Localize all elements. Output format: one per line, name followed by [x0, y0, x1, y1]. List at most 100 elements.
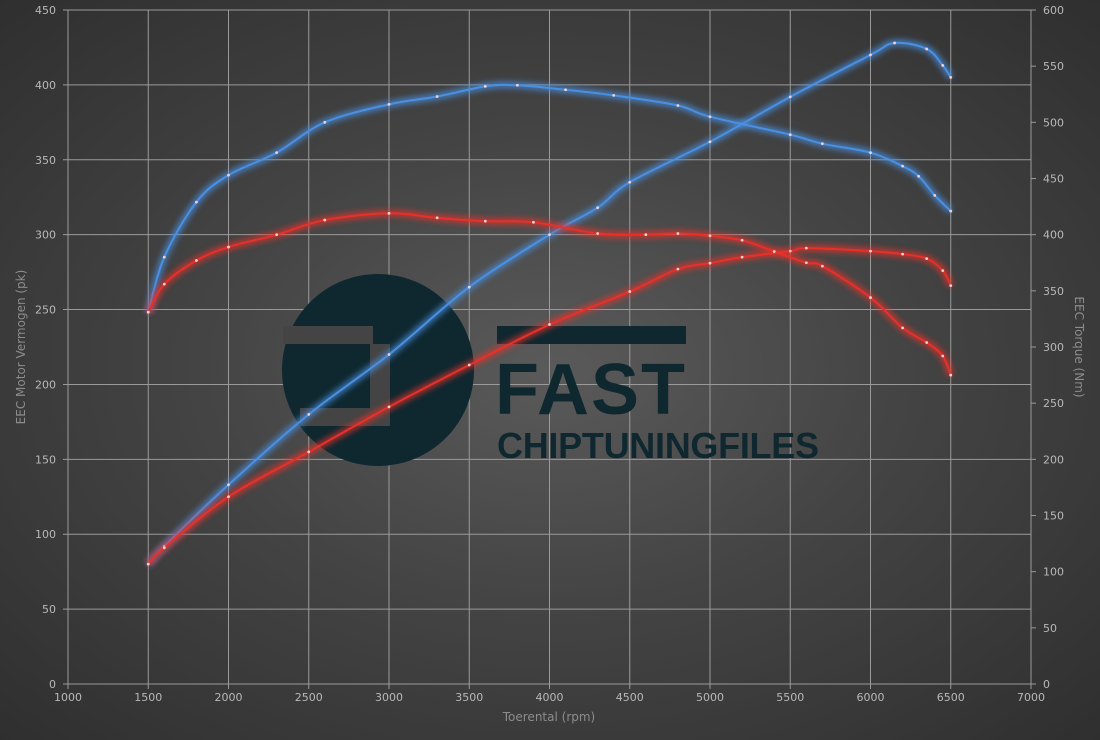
x-tick-label: 7000 [1017, 691, 1045, 704]
data-point [820, 264, 824, 268]
y2-tick-label: 300 [1043, 341, 1064, 354]
y2-tick-label: 450 [1043, 173, 1064, 186]
x-tick-label: 3500 [455, 691, 483, 704]
series-1-power [145, 244, 954, 567]
x-tick-label: 3000 [375, 691, 403, 704]
data-point [949, 76, 953, 79]
data-point [788, 133, 792, 137]
y2-tick-label: 550 [1043, 60, 1064, 73]
data-point [676, 104, 680, 107]
y2-tick-label: 350 [1043, 285, 1064, 298]
data-point [788, 249, 792, 253]
data-point [772, 250, 776, 253]
data-point [917, 174, 921, 178]
data-point [146, 310, 150, 314]
data-point [467, 285, 471, 289]
data-point [227, 245, 230, 249]
data-point [949, 284, 953, 287]
data-point [901, 326, 904, 330]
data-point [925, 47, 929, 51]
x-tick-label: 5500 [776, 691, 804, 704]
data-point [628, 180, 632, 184]
data-point [435, 95, 439, 98]
data-point [676, 267, 680, 271]
data-point [708, 261, 712, 265]
y-tick-label: 0 [49, 678, 56, 691]
data-point [804, 261, 808, 265]
data-point [933, 193, 937, 197]
y2-tick-label: 400 [1043, 229, 1064, 242]
data-point [195, 200, 198, 204]
data-point [949, 209, 953, 213]
series-line [147, 41, 952, 565]
series-3-torque [145, 209, 955, 377]
y-tick-label: 50 [42, 603, 56, 616]
y-tick-label: 100 [35, 528, 56, 541]
y2-tick-label: 100 [1043, 566, 1064, 579]
data-point [323, 218, 327, 222]
data-point [162, 282, 166, 286]
x-tick-label: 5000 [696, 691, 724, 704]
data-point [869, 249, 872, 253]
data-point [941, 64, 945, 67]
data-point [628, 290, 632, 293]
y2-tick-label: 600 [1043, 4, 1064, 17]
y-tick-label: 450 [35, 4, 56, 17]
data-point [387, 102, 391, 106]
data-point [941, 354, 945, 358]
data-point [307, 413, 311, 416]
y2-tick-label: 200 [1043, 453, 1064, 466]
data-point [323, 120, 327, 124]
y2-tick-label: 150 [1043, 510, 1064, 523]
data-point [387, 211, 391, 215]
data-point [596, 232, 600, 235]
y-tick-label: 250 [35, 304, 56, 317]
data-point [162, 255, 166, 259]
data-point [901, 164, 904, 168]
y-tick-label: 400 [35, 79, 56, 92]
data-point [804, 246, 808, 250]
data-point [564, 88, 567, 92]
x-tick-label: 6000 [857, 691, 885, 704]
data-point [596, 206, 600, 210]
data-point [941, 269, 945, 273]
data-point [612, 93, 616, 97]
y2-tick-label: 250 [1043, 397, 1064, 410]
svg-text:CHIPTUNINGFILES: CHIPTUNINGFILES [497, 425, 819, 466]
data-point [516, 83, 519, 87]
svg-text:FAST: FAST [495, 350, 685, 430]
data-point [901, 252, 904, 256]
y2-tick-label: 500 [1043, 116, 1064, 129]
data-point [532, 220, 535, 224]
data-point [435, 216, 439, 220]
x-axis-label: Toerental (rpm) [502, 710, 595, 724]
data-point [788, 95, 792, 99]
data-point [387, 353, 391, 356]
data-point [195, 259, 198, 262]
y-tick-label: 200 [35, 378, 56, 391]
data-point [869, 151, 872, 155]
data-point [275, 233, 279, 237]
y-axis-label: EEC Motor Vermogen (pk) [14, 270, 28, 425]
data-point [708, 234, 712, 238]
data-point [869, 296, 872, 299]
data-point [548, 323, 551, 326]
data-point [275, 151, 279, 155]
y2-axis-label: EEC Torque (Nm) [1072, 296, 1086, 397]
data-point [162, 546, 166, 550]
y-tick-label: 350 [35, 154, 56, 167]
y2-tick-label: 50 [1043, 622, 1057, 635]
data-point [548, 233, 551, 237]
data-point [227, 483, 230, 487]
data-point [925, 341, 929, 344]
data-point [227, 173, 230, 177]
series-2-torque [144, 81, 954, 314]
data-point [708, 115, 712, 119]
data-point [483, 84, 487, 88]
x-tick-label: 1000 [54, 691, 82, 704]
data-point [146, 562, 150, 566]
data-point [925, 257, 929, 261]
data-point [893, 41, 896, 45]
data-point [820, 142, 824, 146]
y2-tick-label: 0 [1043, 678, 1050, 691]
